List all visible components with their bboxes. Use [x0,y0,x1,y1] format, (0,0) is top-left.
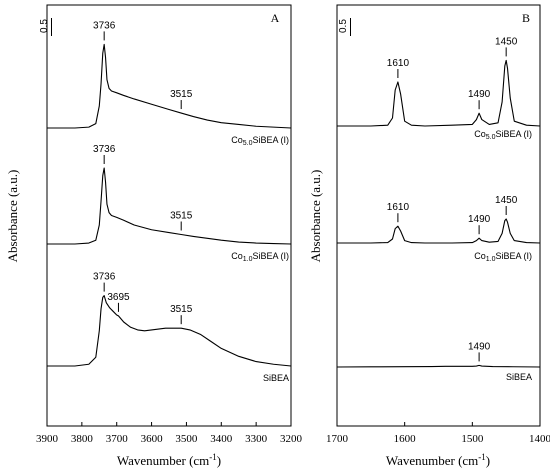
left-y-axis-label: Absorbance (a.u.) [5,170,20,263]
panel-a-x-tick-label: 3800 [71,433,94,445]
panel-a-series-label-0: Co5.0SiBEA (I) [231,135,289,147]
panel-a-x-tick-label: 3400 [210,433,233,445]
panel-a-frame [46,4,292,427]
panel-a-series [47,43,292,367]
panel-a-x-ticks: 3900 3800 3700 3600 3500 3400 3300 3200 [36,422,303,445]
panel-a-annotation-label: 3695 [107,292,130,303]
panel-a-annotation-label: 3515 [170,211,193,222]
panel-a-x-axis-label: Wavenumber (cm-1) [117,452,221,468]
panel-b-x-tick-label: 1500 [461,433,484,445]
panel-a-scale-bar: 0.5 [39,18,52,36]
panel-b-annotation-label: 1610 [387,58,410,69]
panel-a-series-line-2 [47,295,292,367]
panel-b-series-line-2 [336,364,541,368]
panel-a-series-labels: Co5.0SiBEA (I) Co1.0SiBEA (I) SiBEA [231,135,289,383]
panel-b-series-label-0: Co5.0SiBEA (I) [474,129,532,141]
panel-b-x-tick-label: 1400 [529,433,550,445]
panel-a-series-line-0 [47,43,292,129]
panel-a-annotations: 3736 3515 3736 3515 3736 3695 3515 [93,20,193,325]
panel-b-annotation-label: 1490 [468,89,491,100]
panel-b-scale-bar-label: 0.5 [338,19,349,33]
panel-b-series-label-1: Co1.0SiBEA (I) [474,251,532,263]
panel-b-x-tick-label: 1600 [394,433,417,445]
panel-b-series-line-1 [337,218,541,244]
panel-a: A 0.5 3900 3800 3700 3600 3500 3400 3300 3200 3… [36,4,303,468]
panel-a-annotation-label: 3515 [170,89,193,100]
panel-a-x-tick-label: 3200 [280,433,303,445]
panel-b-annotation-label: 1450 [495,36,518,47]
panel-b-series-line-0 [337,59,541,127]
panel-b-annotation-label: 1610 [387,202,410,213]
panel-a-series-label-2: SiBEA [263,373,289,383]
panel-b-series-labels: Co5.0SiBEA (I) Co1.0SiBEA (I) SiBEA [474,129,532,382]
panel-a-x-tick-label: 3500 [175,433,198,445]
panel-a-x-tick-label: 3900 [36,433,59,445]
panel-a-x-tick-label: 3700 [106,433,129,445]
panel-a-series-label-1: Co1.0SiBEA (I) [231,251,289,263]
panel-b-scale-bar: 0.5 [338,18,351,36]
panel-a-annotation-label: 3736 [93,272,116,283]
panel-b-series-label-2: SiBEA [506,372,532,382]
panel-b-series [336,59,541,368]
panel-b-annotation-label: 1490 [468,341,491,352]
panel-b-x-axis-label: Wavenumber (cm-1) [386,452,490,468]
panel-b-annotation-label: 1490 [468,214,491,225]
panel-a-scale-bar-label: 0.5 [39,19,50,33]
right-y-axis-label: Absorbance (a.u.) [308,170,323,263]
panel-a-annotation-label: 3736 [93,144,116,155]
panel-b-frame [336,4,541,427]
panel-a-annotation-label: 3515 [170,304,193,315]
panel-a-x-tick-label: 3600 [141,433,164,445]
panel-a-series-line-1 [47,167,292,245]
panel-a-x-tick-label: 3300 [245,433,268,445]
panel-b-annotations: 1610 1490 1450 1610 1490 1450 1490 [387,36,518,362]
panel-b-label: B [522,11,530,25]
panel-b-annotation-label: 1450 [495,195,518,206]
panel-b-x-tick-label: 1700 [326,433,349,445]
panel-b-x-ticks: 1700 1600 1500 1400 [326,422,550,445]
panel-b: B 0.5 1700 1600 1500 1400 16101490145016101… [326,4,550,468]
panel-a-label: A [271,11,280,25]
panel-a-annotation-label: 3736 [93,20,116,31]
